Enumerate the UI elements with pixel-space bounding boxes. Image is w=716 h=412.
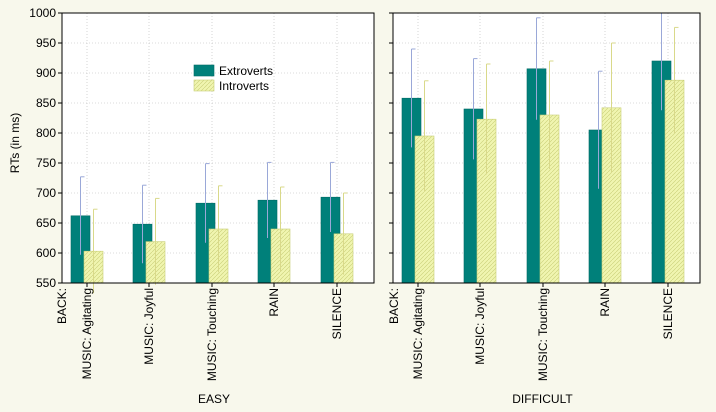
panel-difficult: BACK: MUSIC: Agitating MUSIC: Joyful MUSIC:…	[387, 12, 701, 406]
y-tick-label: 1000	[29, 6, 56, 20]
x-tick-label: MUSIC: Touching	[205, 288, 219, 381]
legend-swatch-extroverts	[193, 64, 215, 77]
y-tick-label: 700	[36, 186, 56, 200]
x-tick-label: RAIN	[598, 288, 612, 317]
legend-swatch-introverts	[193, 79, 215, 92]
y-tick-label: 850	[36, 96, 56, 110]
x-tick-label: MUSIC: Touching	[536, 288, 550, 381]
plot-frame	[392, 12, 701, 284]
y-tick-label: 950	[36, 36, 56, 50]
y-tick-label: 800	[36, 126, 56, 140]
panel-easy: 550 600 650 700 750 800 850 900 950 1000 BACK: MUSI…	[29, 6, 375, 406]
x-tick-label: SILENCE	[330, 288, 344, 339]
y-axis-title: RTs (in ms)	[8, 113, 22, 173]
x-prefix-label: BACK:	[55, 288, 69, 324]
y-tick-label: 550	[36, 276, 56, 290]
panel-title: DIFFICULT	[512, 392, 573, 406]
y-tick-label: 600	[36, 246, 56, 260]
panel-title: EASY	[198, 392, 230, 406]
x-tick-label: MUSIC: Joyful	[142, 288, 156, 365]
x-prefix-label: BACK:	[387, 288, 401, 324]
x-tick-label: MUSIC: Agitating	[411, 288, 425, 379]
x-tick-label: SILENCE	[661, 288, 675, 339]
x-tick-label: RAIN	[267, 288, 281, 317]
x-tick-label: MUSIC: Agitating	[80, 288, 94, 379]
x-tick-label: MUSIC: Joyful	[473, 288, 487, 365]
legend-label-introverts: Introverts	[219, 79, 269, 93]
y-tick-label: 750	[36, 156, 56, 170]
y-tick-label: 900	[36, 66, 56, 80]
plot-frame	[61, 12, 375, 284]
y-tick-label: 650	[36, 216, 56, 230]
legend-label-extroverts: Extroverts	[219, 64, 273, 78]
panels-layer: 550 600 650 700 750 800 850 900 950 1000 BACK: MUSI…	[29, 6, 701, 406]
